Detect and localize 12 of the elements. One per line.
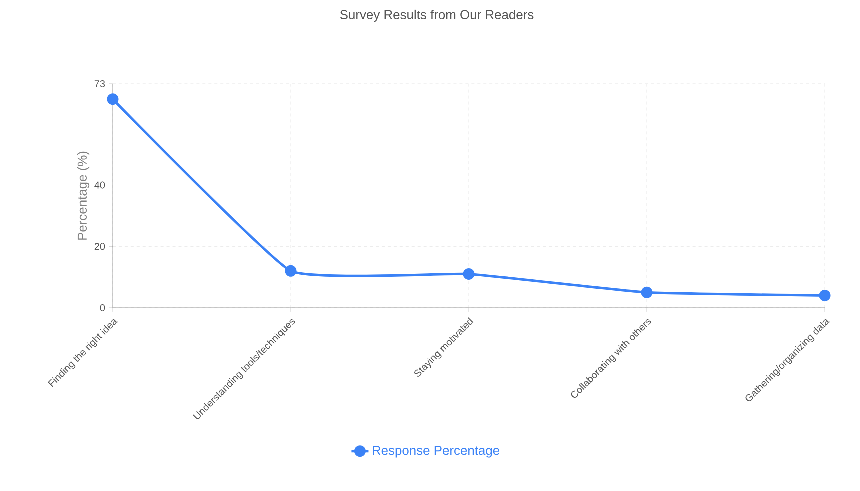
- point: [819, 290, 831, 302]
- legend-label: Response Percentage: [373, 446, 500, 458]
- point: [641, 286, 653, 298]
- y-tick-label: 20: [94, 243, 106, 250]
- y-tick-label: 0: [100, 304, 106, 312]
- chart-title: Survey Results from Our Readers: [340, 10, 534, 22]
- y-axis-title: Percentage (%): [77, 152, 90, 240]
- point: [285, 265, 297, 277]
- y-tick-label: 40: [94, 182, 106, 189]
- point: [463, 268, 475, 280]
- point: [107, 94, 119, 106]
- y-tick-label: 73: [94, 80, 106, 88]
